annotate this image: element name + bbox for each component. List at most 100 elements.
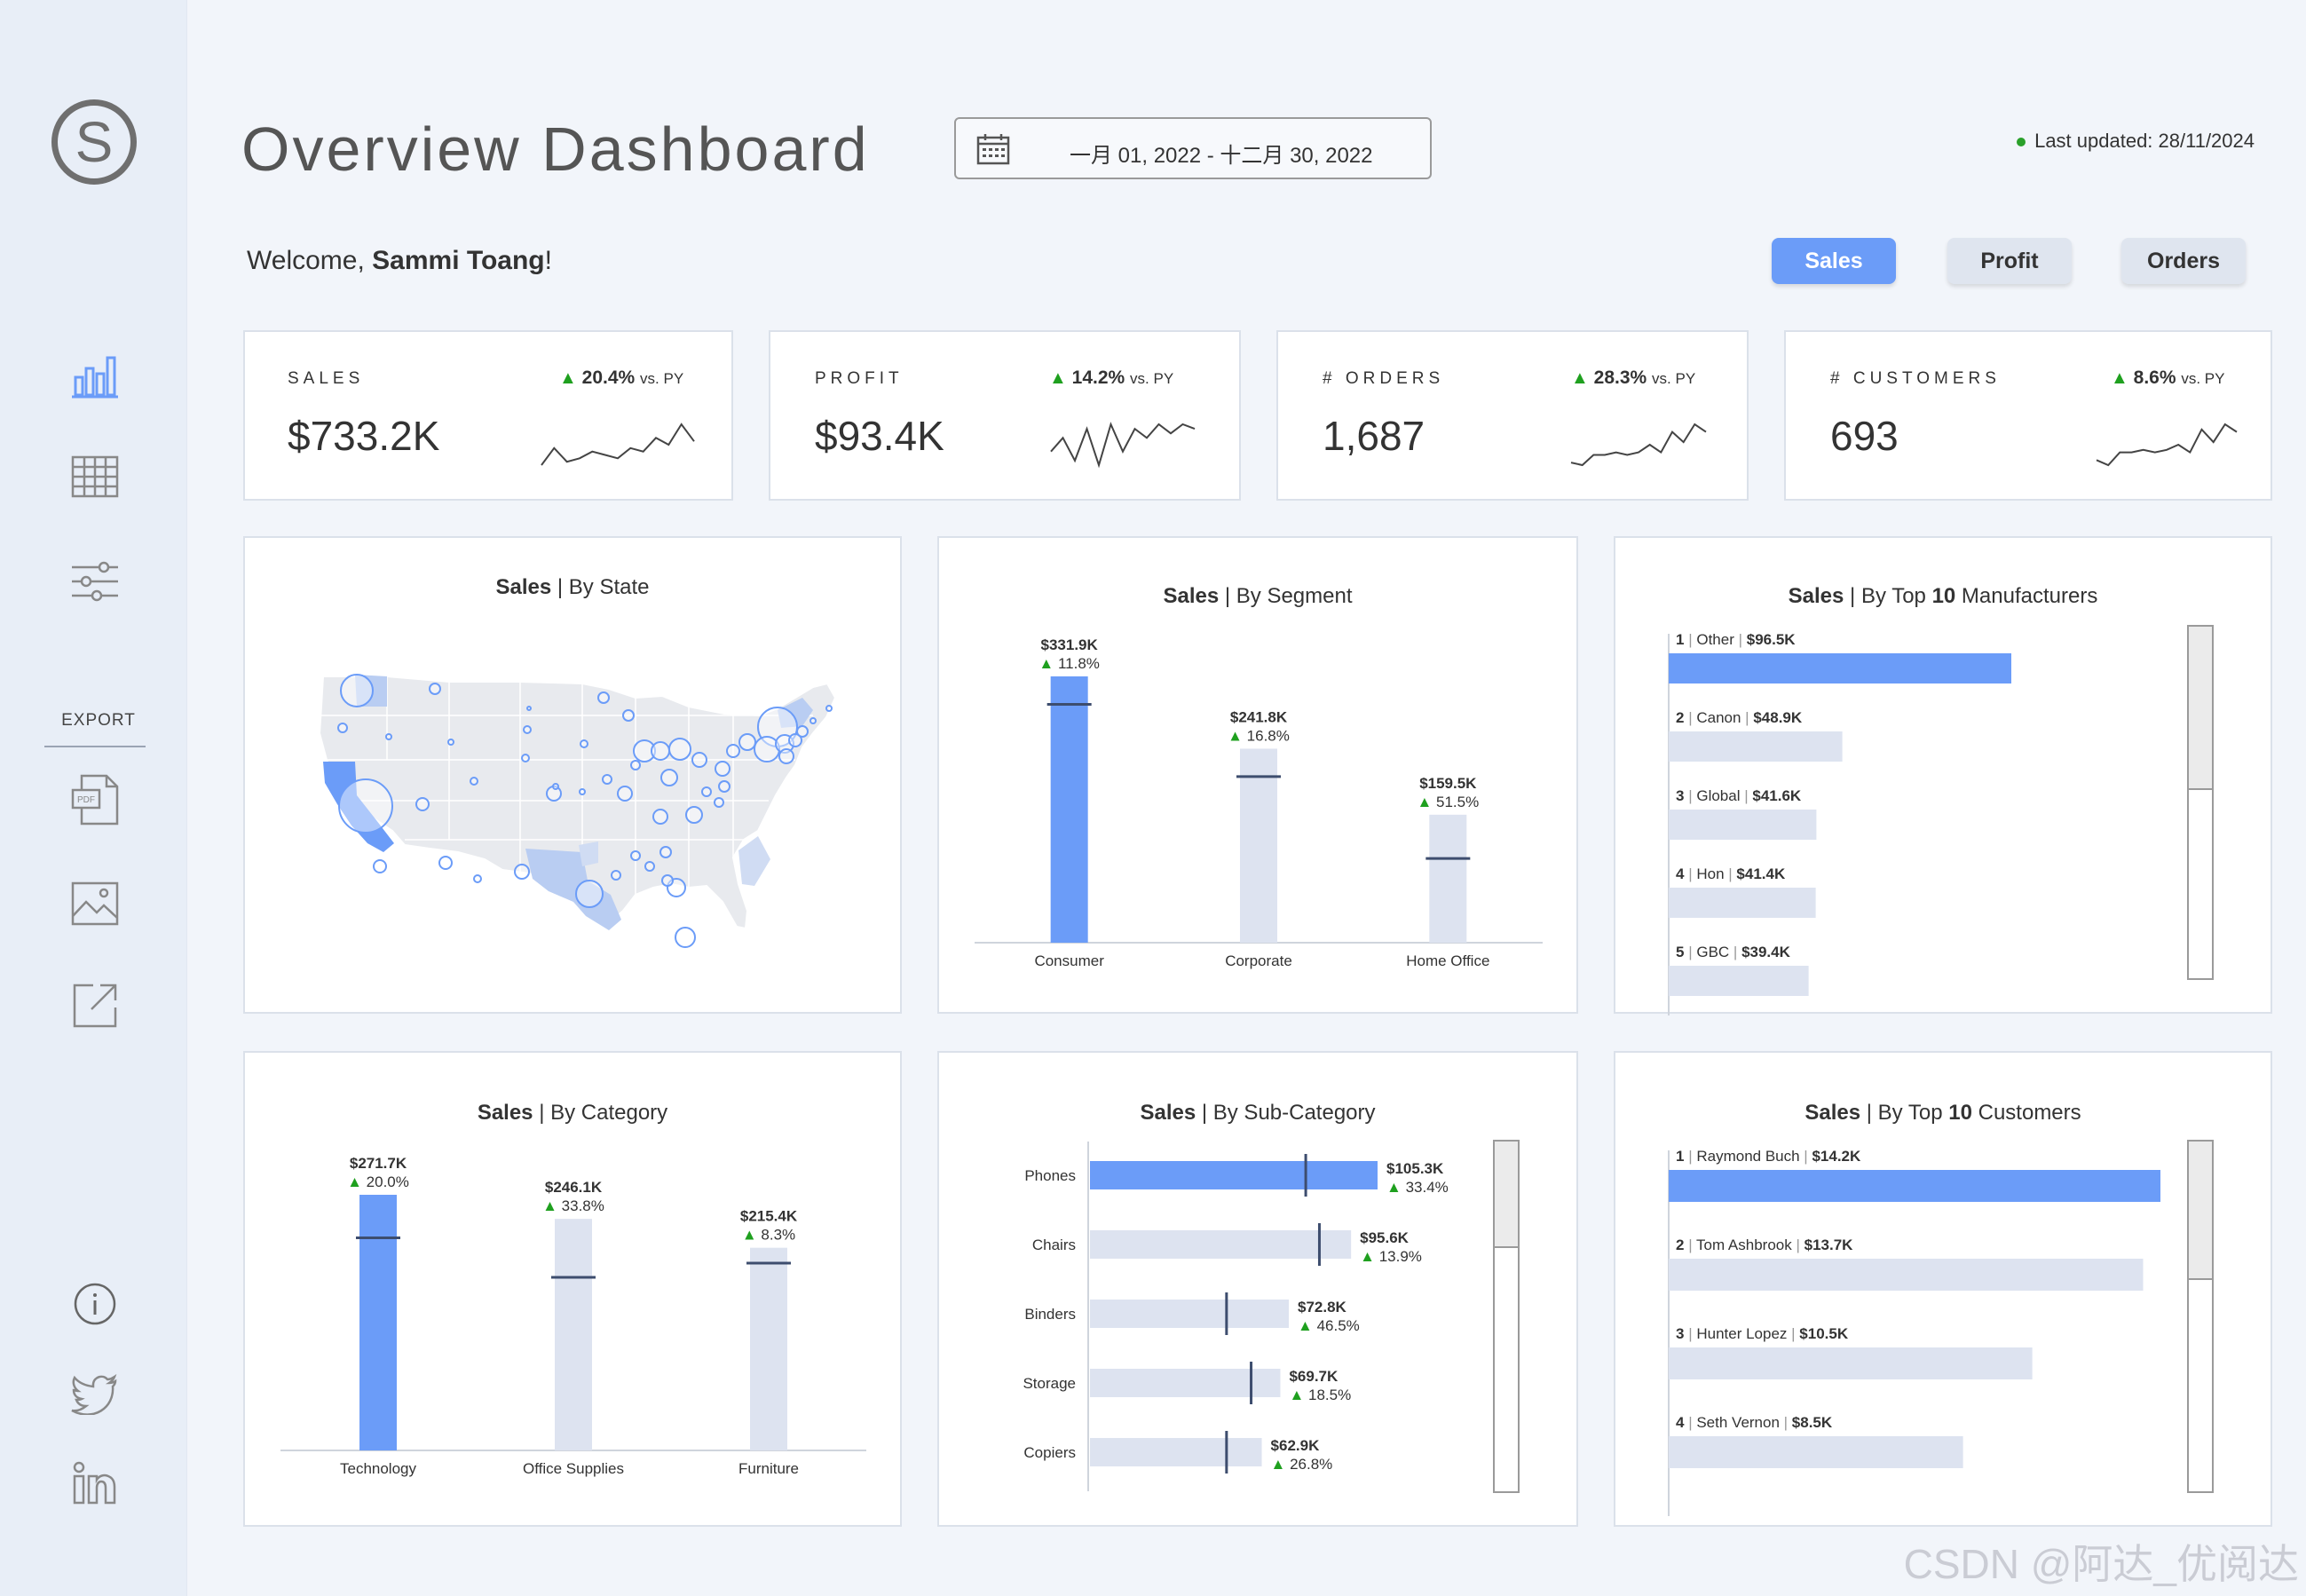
bar[interactable] — [1669, 888, 1816, 918]
growth-label: ▲ 51.5% — [1417, 794, 1479, 810]
kpi-delta: ▲ 20.4% vs. PY — [559, 367, 684, 388]
rank-label: 3 | Global | $41.6K — [1676, 787, 1802, 804]
rank-label: 2 | Canon | $48.9K — [1676, 709, 1803, 726]
bar[interactable] — [1429, 814, 1467, 943]
profit-button[interactable]: Profit — [1947, 238, 2072, 284]
bar[interactable] — [1669, 1170, 2160, 1202]
kpi-sparkline — [541, 423, 695, 466]
linkedin-icon[interactable] — [64, 1452, 126, 1514]
value-label: $331.9K — [1041, 636, 1099, 653]
panel-top-manufacturers: Sales | By Top 10 Manufacturers 1 | Othe… — [1614, 536, 2272, 1015]
growth-label: ▲ 33.8% — [542, 1197, 604, 1214]
bar[interactable] — [1090, 1161, 1378, 1189]
bar[interactable] — [750, 1247, 787, 1450]
sparkline-path — [541, 423, 695, 466]
table-icon[interactable] — [64, 446, 126, 508]
kpi-value: 693 — [1830, 413, 1899, 459]
kpi-sparkline — [2096, 423, 2238, 467]
growth-label: ▲ 8.3% — [742, 1227, 795, 1244]
value-label: $72.8K — [1298, 1299, 1347, 1316]
bar[interactable] — [555, 1219, 592, 1450]
bar[interactable] — [1240, 748, 1277, 943]
bar[interactable] — [1090, 1438, 1262, 1466]
rank-label: 1 | Raymond Buch | $14.2K — [1676, 1148, 1861, 1165]
panel-title: Sales | By Top 10 Customers — [1805, 1101, 2081, 1125]
date-range-picker[interactable]: 一月 01, 2022 - 十二月 30, 2022 — [954, 117, 1432, 179]
panel-sales-by-state: Sales | By State — [243, 536, 902, 1014]
export-divider — [44, 746, 146, 747]
kpi-card-profit: PROFIT $93.4K ▲ 14.2% vs. PY — [769, 330, 1241, 501]
customers-scrollbar[interactable] — [2187, 1140, 2214, 1493]
growth-label: ▲ 18.5% — [1289, 1387, 1351, 1403]
bar[interactable] — [1669, 1347, 2033, 1379]
bar[interactable] — [1669, 810, 1817, 840]
category-label: Consumer — [1034, 952, 1104, 969]
subcategory-bar-chart: Phones $105.3K ▲ 33.4% Chairs $95.6K ▲ 13.9% B… — [1023, 1142, 1449, 1491]
bar[interactable] — [1090, 1230, 1352, 1259]
bar[interactable] — [1090, 1369, 1281, 1397]
svg-text:PDF: PDF — [77, 795, 95, 805]
manufacturers-scrollbar[interactable] — [2187, 625, 2214, 980]
bar[interactable] — [1669, 653, 2011, 683]
rank-label: 3 | Hunter Lopez | $10.5K — [1676, 1325, 1849, 1342]
growth-label: ▲ 20.0% — [347, 1173, 409, 1190]
bar[interactable] — [1669, 966, 1809, 996]
category-label: Storage — [1023, 1375, 1076, 1392]
bar[interactable] — [1669, 1436, 1963, 1468]
value-label: $241.8K — [1230, 708, 1288, 725]
info-icon[interactable] — [64, 1273, 126, 1335]
user-name: Sammi Toang — [372, 246, 545, 275]
kpi-delta: ▲ 28.3% vs. PY — [1571, 367, 1696, 388]
last-updated: Last updated: 28/11/2024 — [2017, 130, 2255, 153]
bar[interactable] — [1050, 676, 1088, 943]
up-arrow-icon: ▲ — [1049, 368, 1067, 388]
pdf-icon[interactable]: PDF — [64, 769, 126, 831]
bar[interactable] — [1669, 731, 1843, 762]
panel-title: Sales | By Category — [477, 1101, 668, 1125]
category-label: Binders — [1024, 1306, 1076, 1323]
growth-label: ▲ 16.8% — [1228, 727, 1290, 744]
rank-label: 4 | Seth Vernon | $8.5K — [1676, 1414, 1833, 1431]
bar[interactable] — [359, 1195, 397, 1450]
category-label: Phones — [1024, 1167, 1076, 1184]
rank-label: 1 | Other | $96.5K — [1676, 631, 1796, 648]
value-label: $215.4K — [740, 1208, 798, 1225]
sparkline-path — [1570, 423, 1707, 467]
filters-icon[interactable] — [64, 550, 126, 612]
sparkline-path — [2096, 423, 2238, 467]
bar[interactable] — [1090, 1300, 1289, 1328]
share-icon[interactable] — [64, 975, 126, 1037]
image-icon[interactable] — [64, 873, 126, 935]
watermark: CSDN @阿达_优阅达 — [1903, 1541, 2299, 1587]
rank-label: 5 | GBC | $39.4K — [1676, 944, 1791, 960]
scrollbar-thumb[interactable] — [1495, 1142, 1518, 1248]
bar[interactable] — [1669, 1259, 2144, 1291]
up-arrow-icon: ▲ — [559, 368, 577, 388]
panel-top-customers: Sales | By Top 10 Customers 1 | Raymond … — [1614, 1051, 2272, 1527]
sales-button[interactable]: Sales — [1772, 238, 1896, 284]
kpi-delta: ▲ 14.2% vs. PY — [1049, 367, 1174, 388]
kpi-label: SALES — [288, 369, 365, 388]
sparkline-path — [1050, 422, 1196, 469]
app-logo[interactable]: S — [51, 99, 137, 185]
status-dot-icon — [2017, 138, 2026, 147]
kpi-label: # CUSTOMERS — [1830, 369, 2001, 388]
orders-button[interactable]: Orders — [2121, 238, 2246, 284]
scrollbar-thumb[interactable] — [2189, 1142, 2212, 1280]
us-state-map[interactable] — [316, 662, 849, 964]
subcategory-scrollbar[interactable] — [1493, 1140, 1520, 1493]
scrollbar-thumb[interactable] — [2189, 627, 2212, 790]
panel-sales-by-category: Sales | By Category $271.7K ▲ 20.0% Techno… — [243, 1051, 902, 1527]
bar-chart-icon[interactable] — [64, 344, 126, 407]
calendar-icon — [975, 132, 1011, 170]
customers-bar-chart: 1 | Raymond Buch | $14.2K 2 | Tom Ashbroo… — [1668, 1148, 2160, 1516]
kpi-sparkline — [1570, 423, 1707, 467]
value-label: $246.1K — [545, 1179, 603, 1196]
sidebar: S EXPORT PDF — [0, 0, 187, 1596]
panel-sales-by-subcategory: Sales | By Sub-Category Phones $105.3K ▲ 3… — [937, 1051, 1578, 1527]
twitter-icon[interactable] — [64, 1363, 126, 1426]
manufacturers-bar-chart: 1 | Other | $96.5K 2 | Canon | $48.9K 3 | … — [1668, 631, 2011, 1015]
panel-title: Sales | By Sub-Category — [1140, 1101, 1376, 1125]
panel-sales-by-segment: Sales | By Segment $331.9K ▲ 11.8% Consume… — [937, 536, 1578, 1014]
category-bar-chart: $271.7K▲ 20.0% Technology $246.1K▲ 33.8% Of… — [280, 1155, 866, 1477]
